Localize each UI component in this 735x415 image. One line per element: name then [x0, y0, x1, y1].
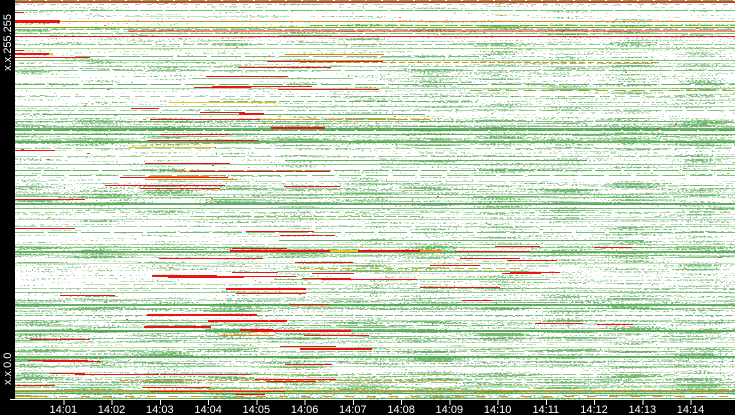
svg-text:14:14: 14:14 — [677, 404, 705, 415]
svg-text:14:10: 14:10 — [484, 404, 512, 415]
svg-text:14:07: 14:07 — [339, 404, 367, 415]
svg-text:14:11: 14:11 — [532, 404, 559, 415]
svg-text:14:06: 14:06 — [291, 404, 319, 415]
svg-text:14:08: 14:08 — [387, 404, 415, 415]
svg-text:14:02: 14:02 — [98, 404, 126, 415]
svg-text:14:04: 14:04 — [194, 404, 222, 415]
svg-text:14:13: 14:13 — [629, 404, 657, 415]
svg-text:14:12: 14:12 — [580, 404, 608, 415]
svg-text:x.x.255.255: x.x.255.255 — [2, 14, 14, 71]
svg-text:x.x.0.0: x.x.0.0 — [2, 353, 14, 385]
svg-text:14:05: 14:05 — [243, 404, 271, 415]
svg-text:14:09: 14:09 — [436, 404, 464, 415]
svg-text:14:03: 14:03 — [146, 404, 174, 415]
svg-text:14:01: 14:01 — [50, 404, 78, 415]
